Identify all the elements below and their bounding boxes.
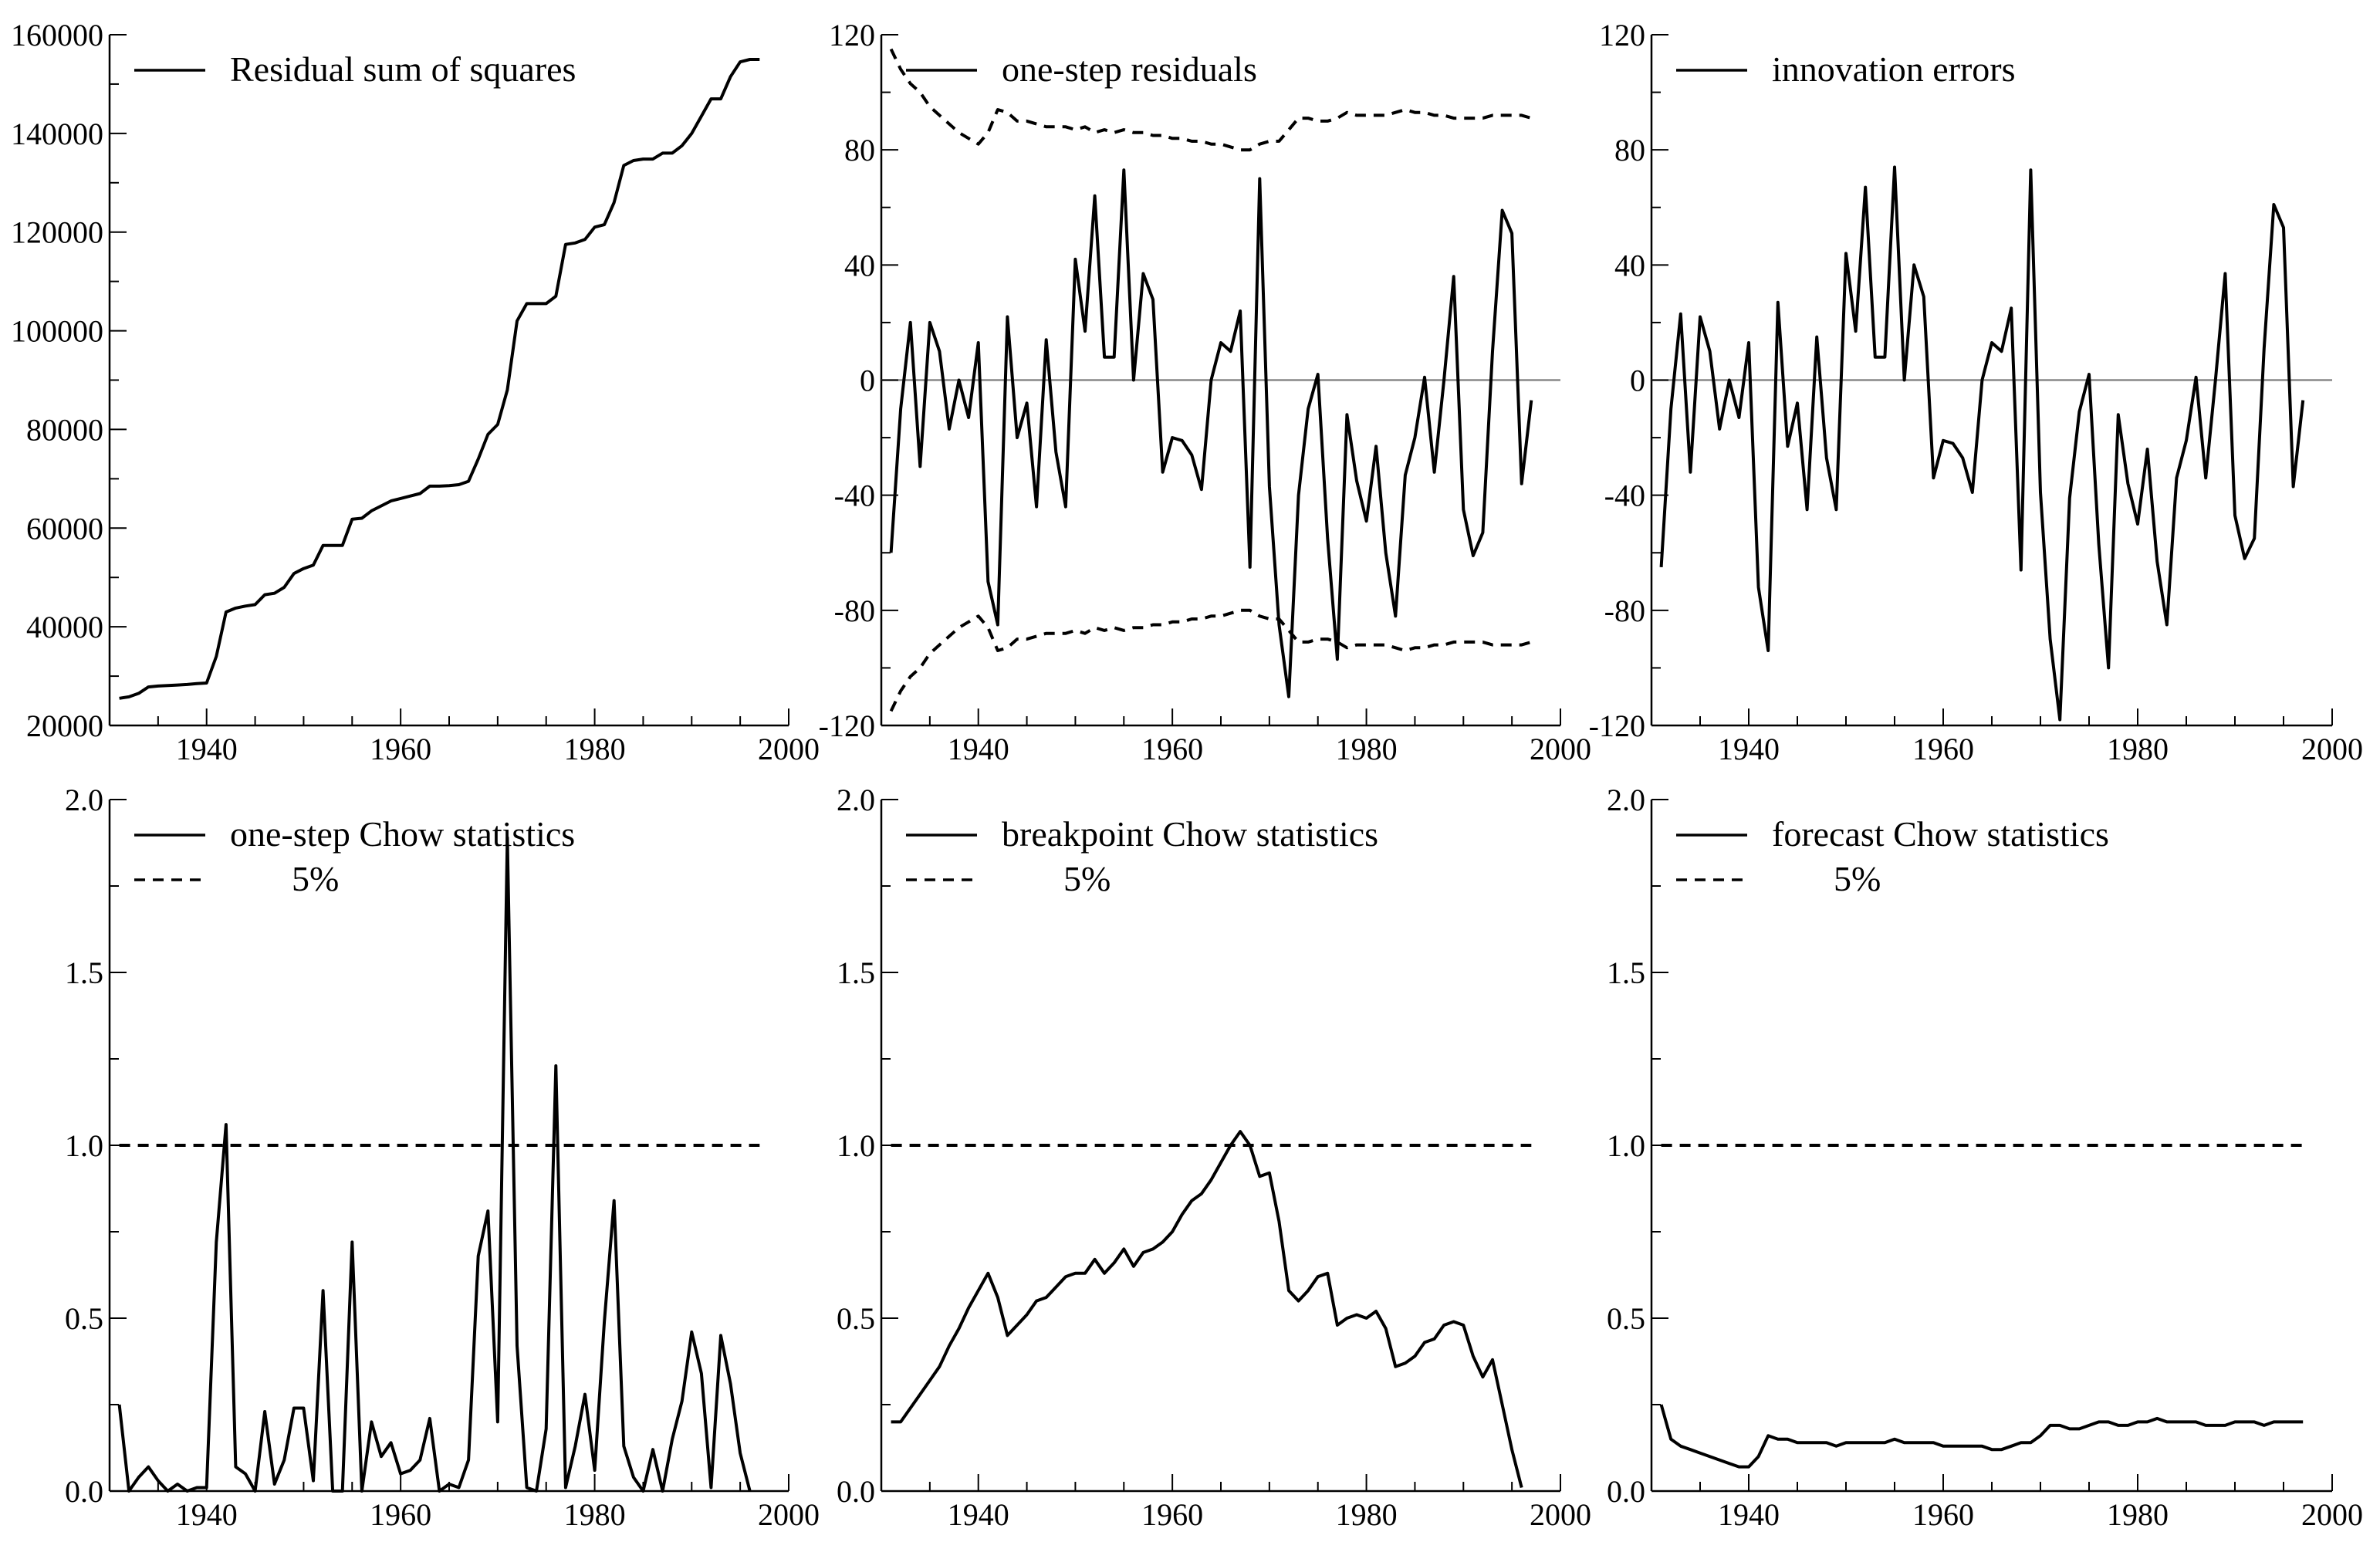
series-line-residual-sum-of-squares	[119, 58, 760, 700]
x-tick-label: 1940	[948, 732, 1009, 766]
x-tick-label: 1960	[370, 732, 431, 766]
chart-panel-2: 1940 1960 1980 2000 -120 -80 -40 0 40 80 120 one-st…	[819, 18, 1591, 766]
legend-label: 5%	[1063, 859, 1111, 898]
y-tick-label: -80	[834, 593, 875, 628]
x-tick-label: 1940	[948, 1497, 1009, 1532]
legend-label: forecast Chow statistics	[1772, 814, 2109, 854]
legend-label: 5%	[292, 859, 339, 898]
y-tick-label: 2.0	[65, 783, 103, 817]
y-tick-label: 0.5	[1607, 1301, 1645, 1336]
y-tick-label: 120	[1599, 18, 1645, 52]
y-tick-label: 120000	[11, 215, 103, 250]
x-tick-label: 1980	[564, 732, 626, 766]
legend-label: innovation errors	[1772, 49, 2016, 89]
y-tick-label: 2.0	[837, 783, 875, 817]
x-tick-label: 1980	[1336, 732, 1398, 766]
y-tick-label: -80	[1604, 593, 1645, 628]
chart-panel-3: 1940 1960 1980 2000 -120 -80 -40 0 40 80 120 innova…	[1589, 18, 2363, 766]
legend-label: breakpoint Chow statistics	[1002, 814, 1378, 854]
y-tick-label: 160000	[11, 18, 103, 52]
legend-label: Residual sum of squares	[230, 49, 576, 89]
y-tick-label: 80	[844, 133, 875, 167]
x-tick-label: 1980	[2107, 732, 2169, 766]
y-tick-label: 0.5	[837, 1301, 875, 1336]
legend-label: 5%	[1834, 859, 1881, 898]
y-tick-label: 80000	[26, 412, 103, 447]
x-tick-label: 1960	[1141, 1497, 1203, 1532]
x-tick-label: 1940	[176, 732, 238, 766]
y-tick-label: 1.0	[1607, 1128, 1645, 1163]
x-tick-label: 1980	[564, 1497, 626, 1532]
chart-panel-6: 1940 1960 1980 2000 0.0 0.5 1.0 1.5 2.0 forecast …	[1607, 783, 2363, 1532]
legend-label: one-step Chow statistics	[230, 814, 575, 854]
chart-panel-4: 1940 1960 1980 2000 0.0 0.5 1.0 1.5 2.0 one-step …	[65, 783, 820, 1532]
y-tick-label: 0.0	[65, 1474, 103, 1509]
x-tick-label: 2000	[2301, 732, 2363, 766]
y-tick-label: 20000	[26, 708, 103, 743]
series-line-one-step-residuals	[889, 168, 1533, 698]
x-tick-label: 1940	[176, 1497, 238, 1532]
series-line-breakpoint-chow-statistics	[891, 1130, 1523, 1488]
y-tick-label: 120	[829, 18, 875, 52]
y-tick-label: 0.0	[1607, 1474, 1645, 1509]
x-tick-label: 1940	[1718, 1497, 1780, 1532]
y-tick-label: 2.0	[1607, 783, 1645, 817]
x-tick-label: 2000	[1530, 1497, 1591, 1532]
y-tick-label: 0	[860, 364, 875, 398]
y-tick-label: 1.5	[65, 955, 103, 990]
y-tick-label: 140000	[11, 117, 103, 151]
y-tick-label: 0.5	[65, 1301, 103, 1336]
legend-label: one-step residuals	[1002, 49, 1257, 89]
x-tick-label: 1980	[2107, 1497, 2169, 1532]
x-tick-label: 2000	[1530, 732, 1591, 766]
y-tick-label: 100000	[11, 314, 103, 349]
series-line-forecast-chow-statistics	[1659, 1404, 2304, 1469]
chart-panel-5: 1940 1960 1980 2000 0.0 0.5 1.0 1.5 2.0 breakpoin…	[837, 783, 1591, 1532]
x-tick-label: 2000	[2301, 1497, 2363, 1532]
y-tick-label: -120	[1589, 708, 1645, 743]
y-tick-label: -120	[819, 708, 875, 743]
y-tick-label: 40	[844, 248, 875, 282]
y-tick-label: 1.0	[65, 1128, 103, 1163]
series-line-lower-band	[889, 608, 1532, 712]
y-tick-label: 40000	[26, 610, 103, 644]
y-tick-label: 40	[1614, 248, 1645, 282]
x-tick-label: 1940	[1718, 732, 1780, 766]
series-line-innovation-errors	[1659, 165, 2305, 722]
x-tick-label: 2000	[758, 732, 820, 766]
series-line-upper-band	[889, 48, 1532, 152]
y-tick-label: -40	[1604, 478, 1645, 513]
x-tick-label: 1980	[1336, 1497, 1398, 1532]
y-tick-label: 0.0	[837, 1474, 875, 1509]
x-tick-label: 1960	[1141, 732, 1203, 766]
y-tick-label: 0	[1630, 364, 1645, 398]
x-tick-label: 2000	[758, 1497, 820, 1532]
y-tick-label: 80	[1614, 133, 1645, 167]
x-tick-label: 1960	[370, 1497, 431, 1532]
chart-panel-1: 1940 1960 1980 2000 20000 40000 60000 80000 1000…	[11, 18, 820, 766]
y-tick-label: 1.0	[837, 1128, 875, 1163]
series-line-one-step-chow-statistics	[117, 836, 752, 1493]
x-tick-label: 1960	[1912, 1497, 1974, 1532]
y-tick-label: 1.5	[1607, 955, 1645, 990]
y-tick-label: -40	[834, 478, 875, 513]
y-tick-label: 1.5	[837, 955, 875, 990]
y-tick-label: 60000	[26, 511, 103, 546]
x-tick-label: 1960	[1912, 732, 1974, 766]
